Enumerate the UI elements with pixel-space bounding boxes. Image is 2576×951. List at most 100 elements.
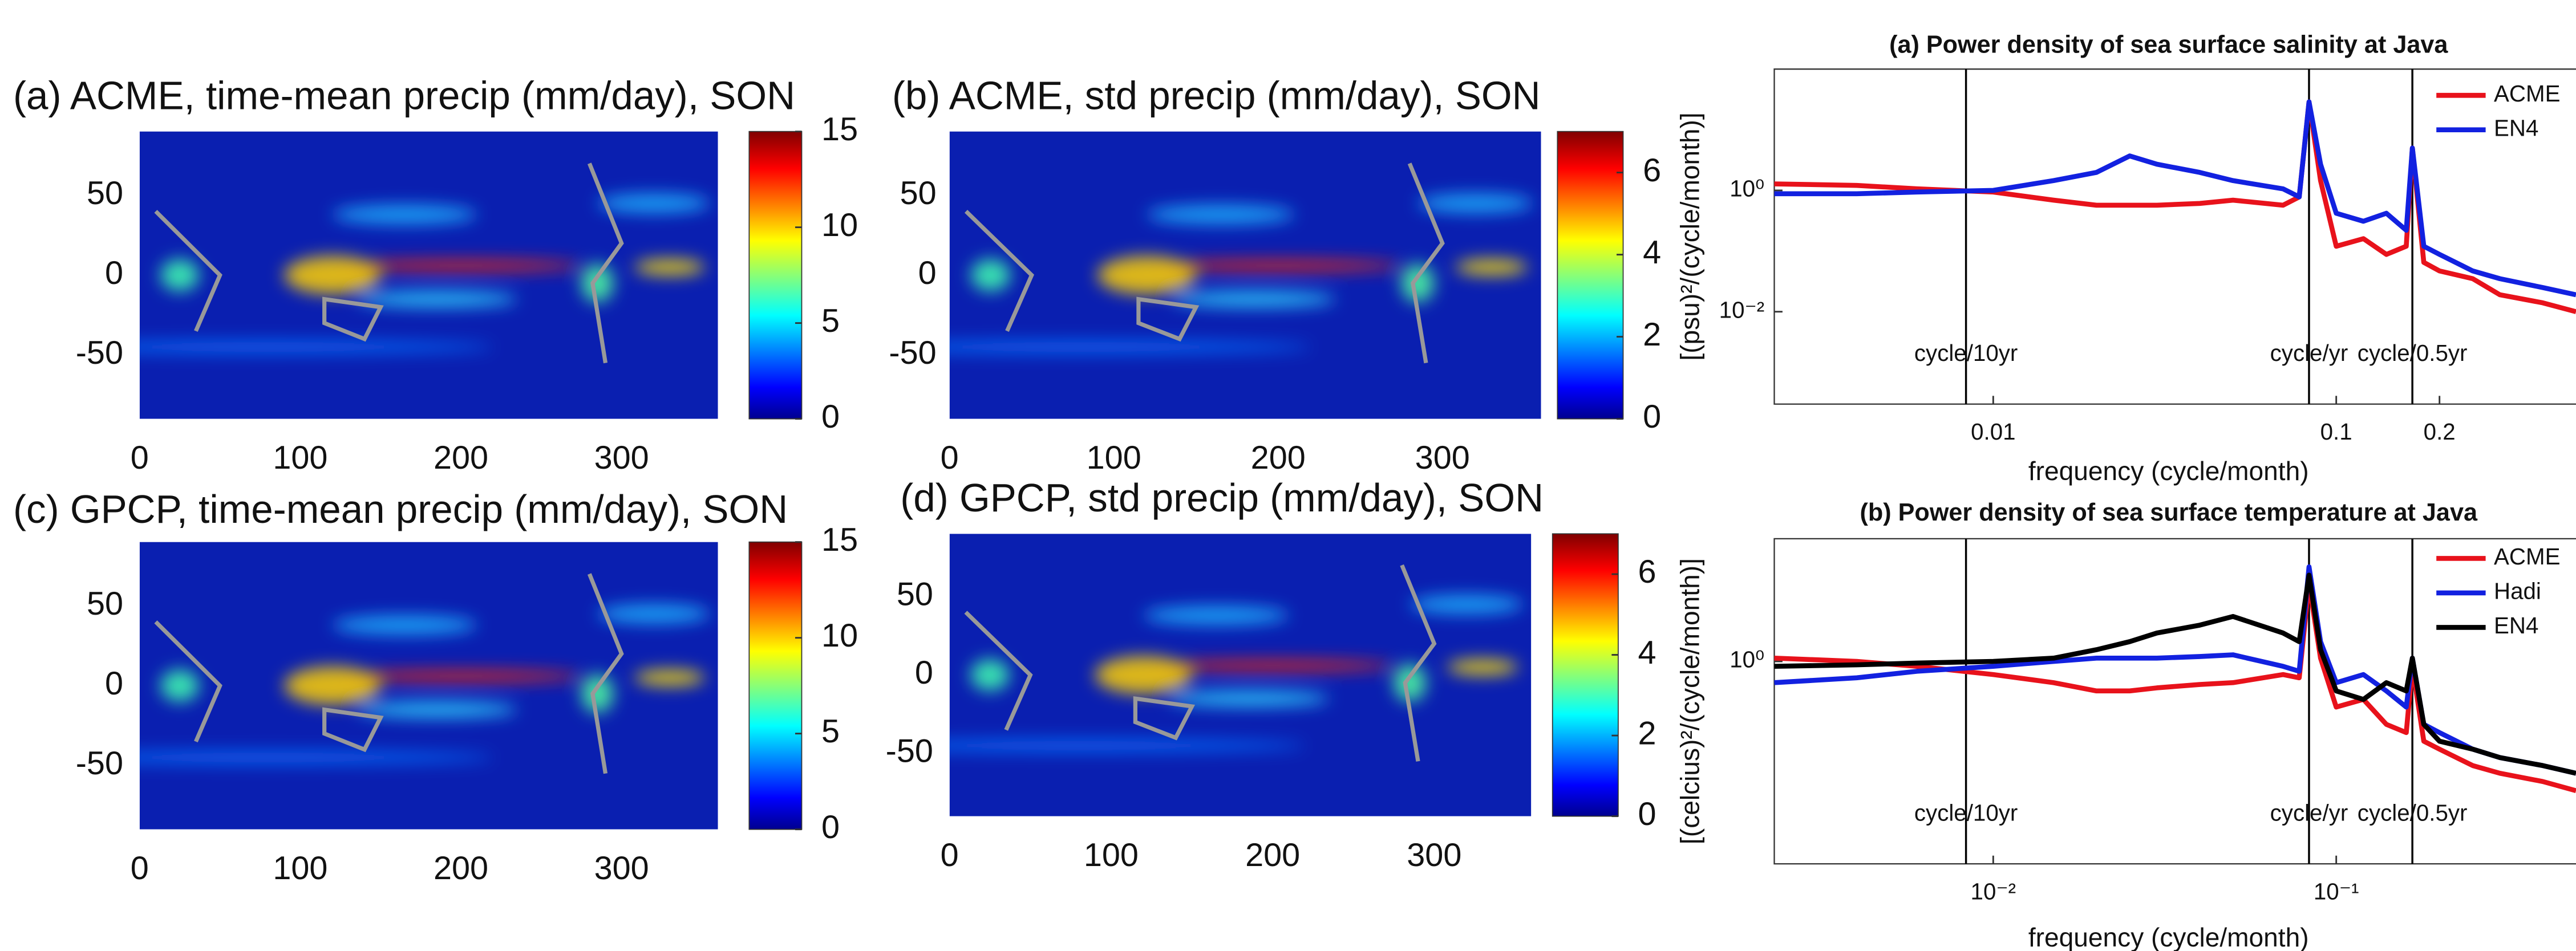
x-tick-label: 200 [434, 850, 488, 887]
legend-label: EN4 [2494, 115, 2538, 141]
precip-feature [160, 669, 200, 702]
precip-feature [1143, 605, 1289, 625]
series-line [1774, 99, 2576, 298]
legend-label: ACME [2494, 543, 2560, 570]
colorbar-tick-label: 10 [821, 207, 858, 243]
precip-feature [970, 659, 1010, 691]
x-tick-label: 0 [941, 440, 959, 476]
x-tick-label: 0 [131, 440, 149, 476]
colorbar-tick-label: 5 [821, 713, 840, 750]
colorbar-tick-label: 2 [1643, 316, 1661, 353]
x-tick-label: 100 [273, 440, 327, 476]
chart-title: (a) Power density of sea surface salinit… [1889, 31, 2448, 58]
legend-label: Hadi [2494, 578, 2541, 604]
x-tick-label: 100 [1084, 837, 1139, 873]
map-panel: (c) GPCP, time-mean precip (mm/day), SON… [13, 487, 858, 887]
map-features [949, 595, 1524, 752]
precip-feature [340, 670, 582, 682]
precip-feature [160, 259, 200, 291]
x-tick-label: 0.2 [2424, 418, 2456, 445]
series-line [1774, 580, 2576, 793]
precip-feature [1097, 256, 1196, 295]
precip-feature [1147, 205, 1295, 225]
reference-label: cycle/yr [2270, 340, 2348, 366]
x-tick-label: 10⁻¹ [2314, 879, 2359, 905]
y-axis-label: [(psu)²/(cycle/month)] [1675, 112, 1705, 360]
x-tick-label: 200 [434, 440, 488, 476]
colorbar-tick-label: 0 [821, 399, 840, 435]
x-tick-label: 300 [594, 850, 649, 887]
coastline [964, 564, 1437, 762]
axes-frame [1773, 68, 2576, 405]
x-tick-label: 300 [1407, 837, 1461, 873]
precip-feature [1417, 193, 1533, 213]
x-tick-label: 10⁻² [1971, 879, 2016, 905]
y-tick-label: 50 [87, 175, 123, 212]
legend-label: EN4 [2494, 612, 2538, 639]
reference-label: cycle/0.5yr [2358, 799, 2468, 826]
map-background [139, 542, 718, 830]
chart-title: (b) Power density of sea surface tempera… [1860, 499, 2477, 526]
y-tick-label: 50 [900, 175, 937, 212]
precip-feature [284, 256, 381, 295]
map-field [139, 131, 718, 419]
coastline [154, 162, 624, 364]
precip-feature [634, 669, 706, 686]
x-axis-label: frequency (cycle/month) [2028, 456, 2309, 486]
y-tick-label: -50 [76, 745, 123, 782]
colorbar [1557, 131, 1624, 420]
map-title: (a) ACME, time-mean precip (mm/day), SON [13, 73, 795, 117]
precip-feature [1409, 595, 1524, 614]
y-tick-label: 10⁰ [1730, 647, 1764, 673]
y-tick-label: -50 [76, 335, 123, 371]
precip-feature [581, 674, 614, 713]
precip-feature [356, 291, 517, 307]
coastline [154, 573, 624, 774]
y-tick-label: -50 [886, 733, 933, 770]
precip-feature [1455, 259, 1528, 275]
x-tick-label: 300 [594, 440, 649, 476]
map-background [139, 131, 718, 419]
precip-feature [332, 205, 477, 225]
colorbar-tick-label: 6 [1638, 554, 1656, 590]
precip-feature [1095, 656, 1192, 694]
x-tick-label: 200 [1251, 440, 1306, 476]
precip-feature [1171, 291, 1336, 307]
colorbar-tick-label: 0 [1638, 796, 1656, 832]
series-line [1774, 99, 2576, 314]
y-tick-label: 50 [87, 586, 123, 622]
colorbar-tick-label: 6 [1643, 152, 1661, 189]
y-tick-label: 0 [105, 665, 123, 702]
spectrum-panel: (a) Power density of sea surface salinit… [1675, 31, 2576, 486]
y-tick-label: 10⁰ [1730, 176, 1764, 202]
colorbar [748, 541, 803, 830]
coastline [964, 162, 1445, 364]
map-features [949, 193, 1533, 353]
legend-label: ACME [2494, 80, 2560, 107]
x-tick-label: 100 [1087, 440, 1141, 476]
precip-feature [949, 340, 1311, 353]
axes-frame [1773, 538, 2576, 865]
map-title: (c) GPCP, time-mean precip (mm/day), SON [13, 487, 788, 531]
precip-feature [356, 701, 517, 718]
y-tick-label: 0 [915, 655, 933, 691]
x-tick-label: 100 [273, 850, 327, 887]
precip-feature [1401, 264, 1435, 303]
precip-feature [597, 193, 710, 213]
precip-feature [1168, 690, 1330, 706]
y-tick-label: 0 [918, 255, 937, 291]
reference-label: cycle/10yr [1914, 799, 2018, 826]
y-tick-label: 0 [105, 255, 123, 291]
colorbar-tick-label: 15 [821, 111, 858, 148]
x-tick-label: 0.01 [1971, 418, 2015, 445]
colorbar [1552, 533, 1619, 817]
x-tick-label: 0 [941, 837, 959, 873]
colorbar-tick-label: 4 [1643, 234, 1661, 271]
y-tick-label: 10⁻² [1719, 296, 1765, 323]
map-background [949, 131, 1541, 419]
colorbar-tick-label: 0 [1643, 399, 1661, 435]
map-field [139, 542, 718, 830]
map-features [139, 193, 710, 353]
x-tick-label: 0.1 [2320, 418, 2352, 445]
